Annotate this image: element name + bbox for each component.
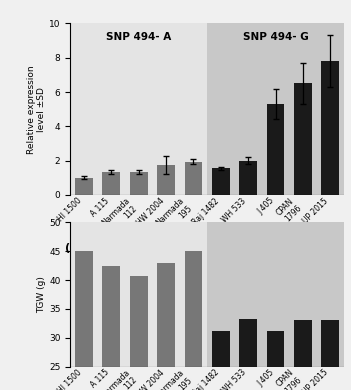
Bar — [185, 161, 202, 195]
Bar — [212, 168, 230, 195]
Bar — [239, 161, 257, 195]
Y-axis label: Relative expression
level ±SD: Relative expression level ±SD — [27, 65, 46, 154]
Bar — [294, 83, 312, 195]
Bar — [157, 263, 175, 367]
Bar — [70, 222, 207, 367]
Bar — [130, 172, 147, 195]
Bar — [212, 331, 230, 367]
Bar — [102, 172, 120, 195]
Text: (A): (A) — [65, 243, 84, 253]
Bar — [207, 23, 344, 195]
Bar — [322, 321, 339, 367]
Bar — [75, 178, 93, 195]
Bar — [294, 321, 312, 367]
Bar — [130, 276, 147, 367]
Bar — [267, 331, 284, 367]
Bar — [239, 319, 257, 367]
Text: SNP 494- A: SNP 494- A — [106, 32, 171, 42]
Bar — [267, 104, 284, 195]
Bar — [157, 165, 175, 195]
Bar — [207, 222, 344, 367]
Bar — [70, 23, 207, 195]
Y-axis label: TGW (g): TGW (g) — [37, 276, 46, 313]
Bar — [322, 61, 339, 195]
Bar — [75, 251, 93, 367]
Text: SNP 494- G: SNP 494- G — [243, 32, 309, 42]
Bar — [185, 251, 202, 367]
Bar — [102, 266, 120, 367]
